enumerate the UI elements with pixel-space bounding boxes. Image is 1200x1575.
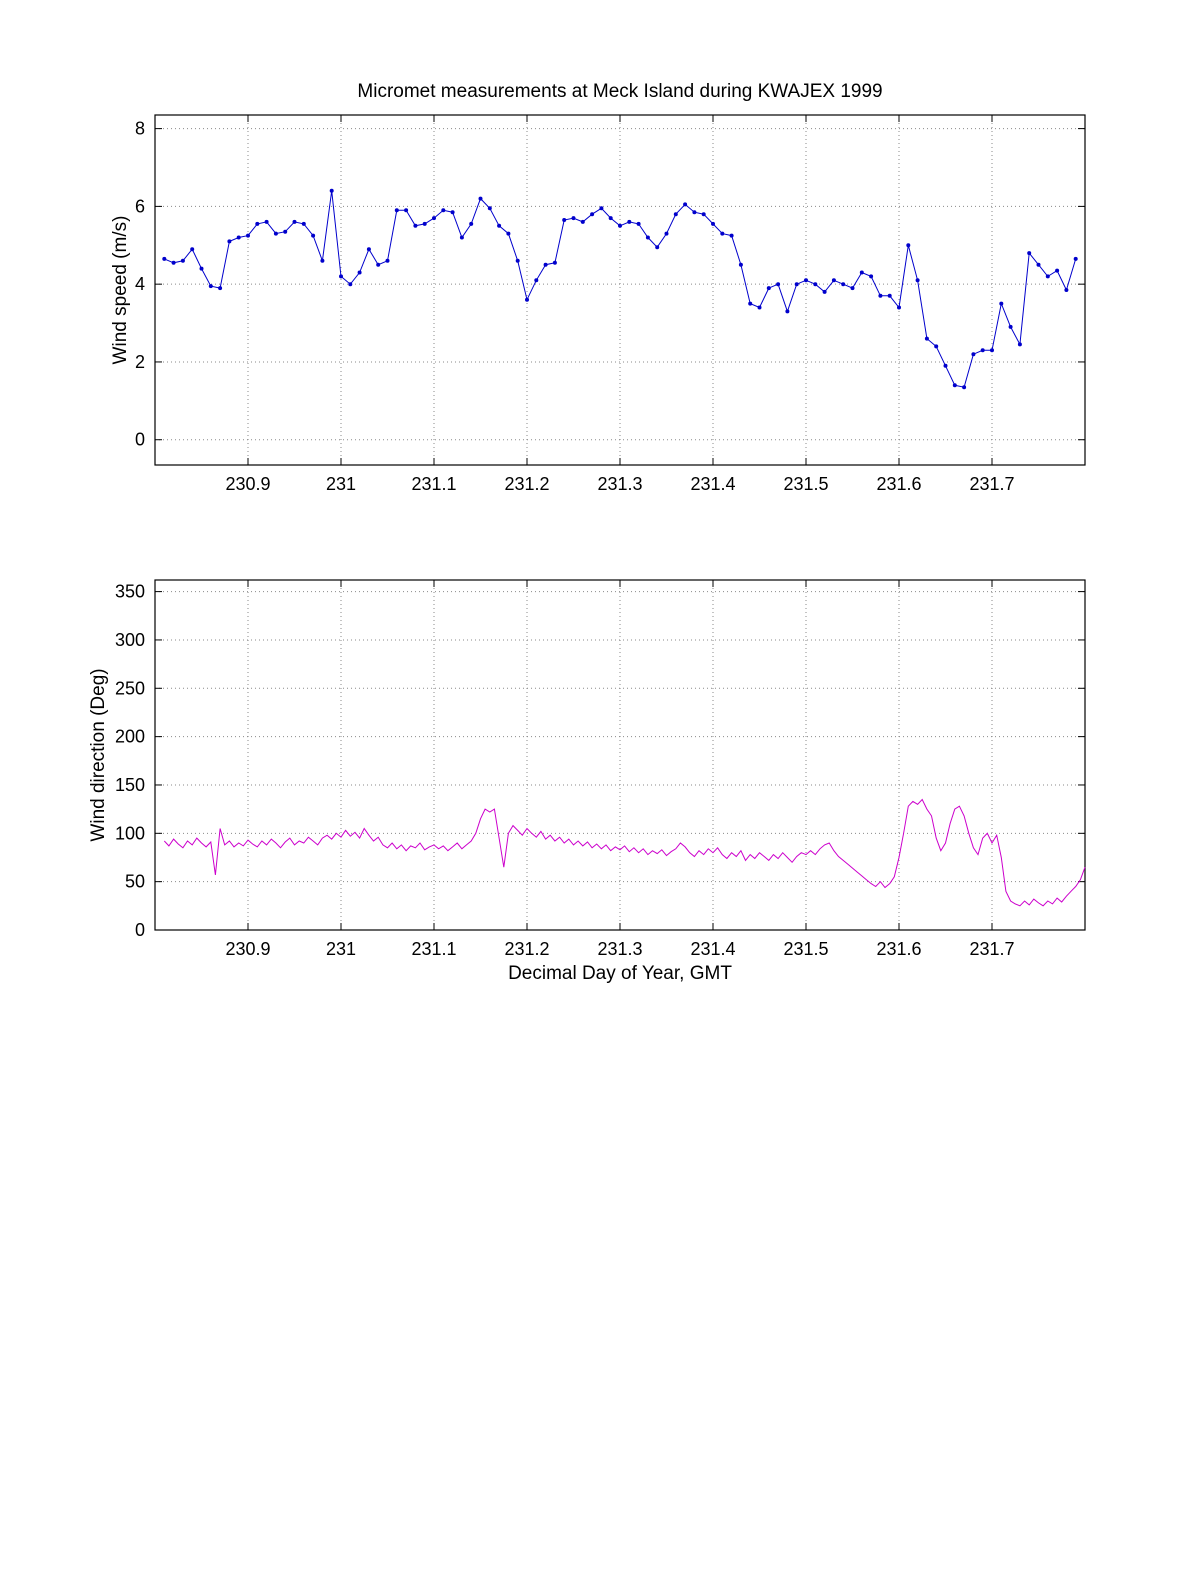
svg-text:250: 250 [115, 678, 145, 698]
x-axis-label-text: Decimal Day of Year, GMT [508, 963, 732, 984]
svg-text:231.4: 231.4 [690, 474, 735, 494]
svg-text:231.5: 231.5 [783, 939, 828, 959]
svg-text:4: 4 [135, 274, 145, 294]
svg-text:231.1: 231.1 [411, 939, 456, 959]
svg-text:231.2: 231.2 [504, 474, 549, 494]
svg-text:231.2: 231.2 [504, 939, 549, 959]
svg-text:2: 2 [135, 352, 145, 372]
svg-text:231.6: 231.6 [876, 474, 921, 494]
svg-text:231.6: 231.6 [876, 939, 921, 959]
svg-text:230.9: 230.9 [225, 939, 270, 959]
svg-text:231: 231 [326, 939, 356, 959]
svg-text:231.7: 231.7 [969, 939, 1014, 959]
svg-text:8: 8 [135, 119, 145, 139]
svg-text:231.7: 231.7 [969, 474, 1014, 494]
svg-text:350: 350 [115, 582, 145, 602]
svg-text:0: 0 [135, 920, 145, 940]
svg-text:231.3: 231.3 [597, 939, 642, 959]
svg-text:6: 6 [135, 196, 145, 216]
svg-text:100: 100 [115, 823, 145, 843]
svg-text:231: 231 [326, 474, 356, 494]
svg-text:0: 0 [135, 430, 145, 450]
svg-text:50: 50 [125, 872, 145, 892]
svg-text:300: 300 [115, 630, 145, 650]
svg-text:231.5: 231.5 [783, 474, 828, 494]
svg-text:150: 150 [115, 775, 145, 795]
svg-text:200: 200 [115, 727, 145, 747]
svg-text:231.3: 231.3 [597, 474, 642, 494]
svg-text:231.4: 231.4 [690, 939, 735, 959]
chart-title-text: Micromet measurements at Meck Island dur… [357, 81, 883, 102]
svg-text:230.9: 230.9 [225, 474, 270, 494]
svg-text:231.1: 231.1 [411, 474, 456, 494]
